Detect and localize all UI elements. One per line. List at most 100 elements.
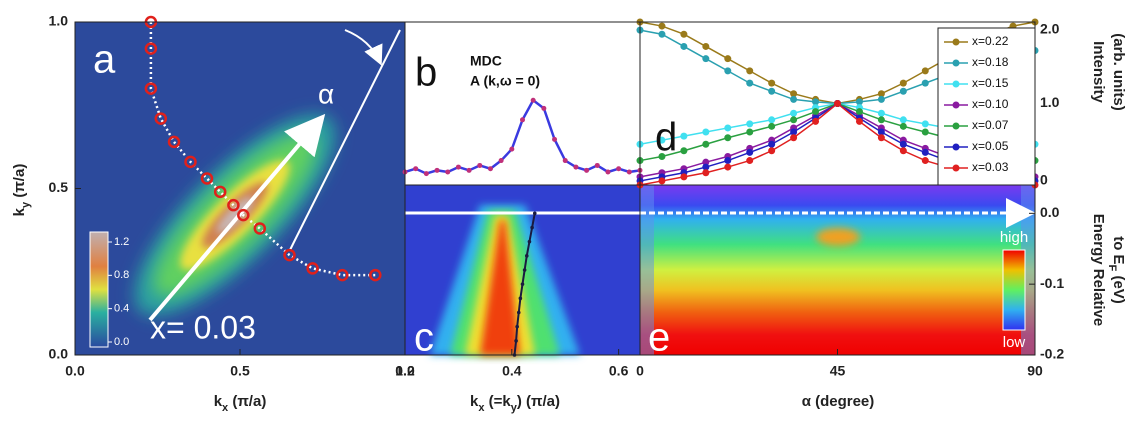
series-point [834,100,841,107]
series-point [746,128,754,136]
series-point [877,116,885,124]
series-point [877,128,885,136]
mdc-point [520,117,525,123]
series-point [702,163,710,171]
dispersion-point [518,296,523,301]
legend-label: x=0.03 [972,160,1009,174]
axis-label: to EF (eV) [1106,236,1127,304]
series-point [680,173,688,181]
mdc-point [509,146,515,152]
labels: 0.0 0.5 1.00.00.51.0kx (π/a)ky (π/a)0.00.4… [11,13,1127,414]
x-tick-label: 0 [636,363,644,379]
y2-tick-label: 2.0 [1040,21,1060,37]
kf-point [369,268,382,282]
dispersion-point [515,324,519,329]
series-point [768,140,776,148]
series-point [746,67,754,75]
mdc-point [573,164,579,170]
kf-point [283,248,296,262]
axis-label: kx (=ky) (π/a) [470,393,560,414]
series-point [658,152,666,160]
kf-point [237,208,250,222]
series-point [724,134,732,142]
series-point [812,117,820,125]
series-point [899,140,907,148]
y-tick-label: 1.0 [49,13,69,29]
angle-label: α [318,78,334,109]
legend-label: x=0.18 [972,55,1009,69]
label-part: k [214,393,223,410]
legend-marker [952,164,960,172]
mdc-point [594,162,600,168]
series-point [790,95,798,103]
mdc-point [541,105,547,111]
colorbar-label: 0.0 [114,336,129,348]
series-point [921,148,929,156]
dispersion-point [522,268,527,272]
axis-label: (arb. units) [1110,33,1127,111]
series-point [724,157,732,165]
mdc-point [466,167,472,173]
series-point [768,147,776,155]
label-part: (eV) [1110,271,1127,304]
axis-label: Energy Relative [1090,214,1107,327]
series-point [746,120,754,128]
axis-label: ky (π/a) [11,164,32,217]
series-point [680,42,688,50]
dispersion-point [532,211,537,216]
x-tick-label: 0.2 [395,363,415,379]
legend-marker [952,59,960,67]
series-point [658,22,666,30]
panel-letter: e [648,316,670,360]
series-point [702,55,710,63]
kf-point [213,185,227,199]
legend-label: x=0.07 [972,118,1009,132]
kf-point [144,42,158,55]
label-part: (π/a) [228,393,266,410]
kf-point [144,82,158,95]
series-point [790,116,798,124]
series-point [658,177,666,185]
x-tick-label: 45 [830,363,846,379]
series-point [877,90,885,98]
series-point [768,87,776,95]
y2-tick-label: 0 [1040,172,1048,188]
axis-label: α (degree) [802,393,875,410]
label-part: k [470,393,479,410]
y2-tick-label: 0.0 [1040,204,1060,220]
series-point [790,109,798,117]
legend-marker [952,143,960,151]
series-point [702,169,710,177]
series-point [724,124,732,132]
panel-letter: b [415,51,437,95]
mdc-point [413,166,419,172]
dispersion-point [516,310,521,315]
heatmap-a [75,22,405,355]
series-point [921,157,929,165]
mdc-point [616,166,622,172]
kf-point [200,172,214,185]
mdc-point [605,169,611,175]
series-point [899,79,907,87]
label-part: to E [1110,236,1127,264]
series-point [921,79,929,87]
mdc-point [487,166,493,172]
colorbar-label: 1.2 [114,236,129,248]
series-point [855,98,863,106]
series-point [724,163,732,171]
series-point [702,140,710,148]
series-point [899,116,907,124]
annotation: x= 0.03 [150,309,256,345]
mdc-point [498,158,504,164]
series-point [680,147,688,155]
series-point [658,30,666,38]
dispersion-point [527,239,532,244]
subscript: y [20,201,32,208]
series-point [855,108,863,116]
series-point [724,67,732,75]
frames [74,21,1036,356]
panel-letter: c [414,316,434,360]
y-tick-label: 0.0 [49,346,69,362]
series-point [746,157,754,165]
